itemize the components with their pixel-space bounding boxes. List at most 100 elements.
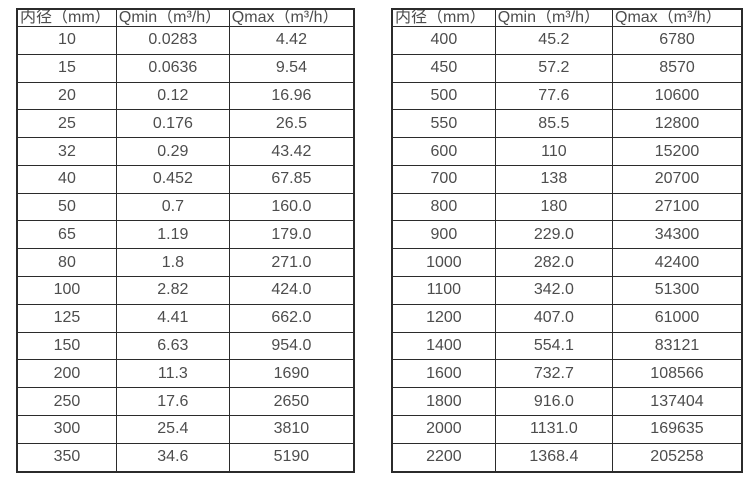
cell-diameter: 80 [16,248,117,278]
cell-qmin: 45.2 [494,26,614,55]
cell-qmax: 15200 [612,137,743,166]
table-body: 10 0.0283 4.42 15 0.0636 9.54 20 0.12 16.96 25 0.1… [16,26,355,473]
table-row: 900 229.0 34300 [391,220,743,250]
cell-qmax: 5190 [228,442,355,473]
cell-qmax: 137404 [612,387,743,416]
cell-diameter: 32 [16,137,117,166]
cell-qmin: 17.6 [115,387,230,416]
table-body: 400 45.2 6780 450 57.2 8570 500 77.6 10600 550 85.… [391,26,743,473]
cell-diameter: 550 [391,109,496,139]
cell-qmax: 108566 [612,359,743,389]
column-header-qmin: Qmin（m³/h） [494,8,614,27]
cell-qmin: 554.1 [494,331,614,361]
cell-diameter: 1400 [391,331,496,361]
table-row: 20 0.12 16.96 [16,81,355,111]
table-row: 300 25.4 3810 [16,414,355,444]
cell-qmin: 282.0 [494,248,614,278]
cell-qmin: 0.7 [115,192,230,222]
cell-qmax: 3810 [228,414,355,444]
flow-rate-tables-page: 内径（mm） Qmin（m³/h） Qmax（m³/h） 10 0.0283 4.42 1… [16,8,743,473]
column-header-qmax: Qmax（m³/h） [612,8,743,27]
cell-qmin: 138 [494,164,614,194]
cell-qmax: 6780 [612,26,743,55]
cell-qmin: 916.0 [494,387,614,416]
cell-qmax: 34300 [612,220,743,250]
cell-qmax: 12800 [612,109,743,139]
table-row: 400 45.2 6780 [391,26,743,55]
cell-qmin: 6.63 [115,331,230,361]
table-row: 2000 1131.0 169635 [391,414,743,444]
cell-diameter: 2000 [391,414,496,444]
table-row: 800 180 27100 [391,192,743,222]
cell-diameter: 50 [16,192,117,222]
column-header-diameter: 内径（mm） [16,8,117,27]
cell-diameter: 1100 [391,276,496,305]
flow-table-small-diameters: 内径（mm） Qmin（m³/h） Qmax（m³/h） 10 0.0283 4.42 1… [16,8,355,473]
cell-diameter: 125 [16,303,117,333]
cell-qmin: 180 [494,192,614,222]
cell-diameter: 25 [16,109,117,139]
cell-qmin: 229.0 [494,220,614,250]
cell-qmax: 51300 [612,276,743,305]
cell-diameter: 400 [391,26,496,55]
cell-qmax: 2650 [228,387,355,416]
cell-qmin: 1.8 [115,248,230,278]
cell-diameter: 300 [16,414,117,444]
cell-diameter: 40 [16,164,117,194]
column-header-diameter: 内径（mm） [391,8,496,27]
cell-qmax: 271.0 [228,248,355,278]
cell-qmax: 43.42 [228,137,355,166]
table-row: 1100 342.0 51300 [391,276,743,305]
cell-qmin: 0.176 [115,109,230,139]
cell-diameter: 1200 [391,303,496,333]
column-header-qmax: Qmax（m³/h） [228,8,355,27]
cell-qmin: 0.0283 [115,26,230,55]
cell-qmin: 0.0636 [115,53,230,83]
cell-qmax: 26.5 [228,109,355,139]
cell-qmin: 34.6 [115,442,230,473]
cell-qmin: 342.0 [494,276,614,305]
cell-qmin: 732.7 [494,359,614,389]
table-row: 50 0.7 160.0 [16,192,355,222]
cell-diameter: 800 [391,192,496,222]
table-row: 80 1.8 271.0 [16,248,355,278]
cell-diameter: 900 [391,220,496,250]
table-row: 350 34.6 5190 [16,442,355,473]
table-row: 1200 407.0 61000 [391,303,743,333]
cell-qmax: 20700 [612,164,743,194]
cell-qmax: 67.85 [228,164,355,194]
table-row: 2200 1368.4 205258 [391,442,743,473]
table-row: 200 11.3 1690 [16,359,355,389]
cell-diameter: 1800 [391,387,496,416]
table-row: 65 1.19 179.0 [16,220,355,250]
cell-qmin: 0.452 [115,164,230,194]
column-header-qmin: Qmin（m³/h） [115,8,230,27]
cell-qmin: 4.41 [115,303,230,333]
cell-qmin: 85.5 [494,109,614,139]
cell-qmax: 10600 [612,81,743,111]
table-row: 15 0.0636 9.54 [16,53,355,83]
cell-qmax: 83121 [612,331,743,361]
cell-diameter: 450 [391,53,496,83]
cell-diameter: 1600 [391,359,496,389]
cell-qmin: 1.19 [115,220,230,250]
table-row: 32 0.29 43.42 [16,137,355,166]
table-row: 250 17.6 2650 [16,387,355,416]
table-row: 125 4.41 662.0 [16,303,355,333]
table-row: 40 0.452 67.85 [16,164,355,194]
table-header: 内径（mm） Qmin（m³/h） Qmax（m³/h） [391,8,743,27]
table-row: 150 6.63 954.0 [16,331,355,361]
cell-diameter: 15 [16,53,117,83]
cell-qmin: 77.6 [494,81,614,111]
table-row: 1800 916.0 137404 [391,387,743,416]
cell-qmax: 424.0 [228,276,355,305]
cell-qmax: 8570 [612,53,743,83]
cell-qmax: 160.0 [228,192,355,222]
cell-qmin: 110 [494,137,614,166]
cell-qmin: 57.2 [494,53,614,83]
cell-qmax: 42400 [612,248,743,278]
cell-diameter: 600 [391,137,496,166]
cell-diameter: 350 [16,442,117,473]
table-row: 1000 282.0 42400 [391,248,743,278]
cell-qmin: 407.0 [494,303,614,333]
